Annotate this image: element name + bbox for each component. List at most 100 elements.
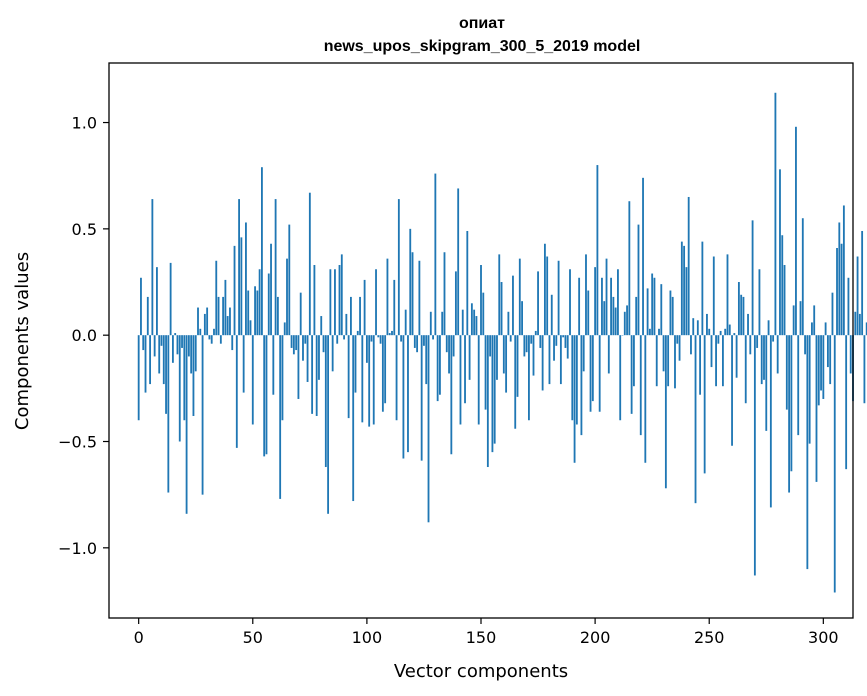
bar-88 <box>338 265 341 336</box>
bar-167 <box>518 258 521 336</box>
bar-63 <box>281 335 284 421</box>
bar-239 <box>683 245 686 336</box>
bar-171 <box>528 335 530 421</box>
bar-27 <box>199 328 202 336</box>
bar-211 <box>619 335 622 421</box>
y-tick-label: 1.0 <box>72 114 97 133</box>
bar-47 <box>245 222 247 336</box>
bar-300 <box>822 335 825 399</box>
bar-153 <box>486 335 489 468</box>
bar-100 <box>365 335 368 363</box>
bar-41 <box>231 335 234 351</box>
bar-185 <box>559 335 562 385</box>
bar-277 <box>769 335 772 508</box>
bar-168 <box>521 301 523 336</box>
bar-158 <box>498 254 501 336</box>
bar-35 <box>217 296 220 336</box>
bar-295 <box>811 322 813 336</box>
bar-163 <box>509 335 512 342</box>
bar-62 <box>279 335 282 499</box>
bar-190 <box>571 335 574 421</box>
bar-187 <box>564 335 567 348</box>
bar-214 <box>626 305 628 336</box>
bar-134 <box>443 252 446 336</box>
bar-72 <box>302 335 304 361</box>
bar-43 <box>235 335 238 448</box>
bar-169 <box>523 335 526 357</box>
y-axis-ticks: 1.0 0.5 0.0 −0.5 −1.0 <box>58 114 109 558</box>
bar-270 <box>753 335 756 576</box>
bar-296 <box>813 305 816 336</box>
bar-248 <box>703 335 706 474</box>
bar-298 <box>817 335 820 406</box>
bar-294 <box>808 335 811 444</box>
bar-245 <box>696 320 699 336</box>
bar-317 <box>861 230 864 336</box>
bar-117 <box>404 309 407 336</box>
bar-90 <box>343 335 345 340</box>
bar-198 <box>589 335 592 412</box>
bar-141 <box>459 335 462 425</box>
bar-228 <box>658 328 660 336</box>
bar-283 <box>783 265 786 336</box>
bar-166 <box>516 335 519 397</box>
bar-308 <box>840 243 843 336</box>
bar-186 <box>562 335 565 338</box>
x-tick-label: 300 <box>808 628 839 647</box>
bar-56 <box>265 335 268 455</box>
bar-265 <box>742 296 745 336</box>
bar-137 <box>450 335 453 455</box>
bar-23 <box>190 335 193 374</box>
bar-86 <box>334 269 336 336</box>
bar-91 <box>345 313 348 336</box>
bar-311 <box>847 277 850 336</box>
bar-157 <box>496 335 498 380</box>
plot-frame <box>108 62 854 619</box>
bar-161 <box>505 335 508 393</box>
bar-136 <box>448 335 450 374</box>
bar-48 <box>247 290 250 336</box>
bar-250 <box>708 328 711 336</box>
bar-271 <box>756 335 759 348</box>
bar-144 <box>466 230 469 336</box>
bar-223 <box>646 288 649 336</box>
bar-7 <box>153 335 156 357</box>
x-tick-label: 100 <box>352 628 383 647</box>
bar-146 <box>470 303 473 336</box>
bar-170 <box>525 335 528 353</box>
bar-52 <box>256 290 259 336</box>
bar-192 <box>575 335 578 425</box>
bar-309 <box>842 205 845 336</box>
bar-2 <box>142 335 145 351</box>
bar-299 <box>820 335 822 391</box>
bar-219 <box>637 224 640 336</box>
bar-18 <box>178 335 181 442</box>
bar-33 <box>213 328 215 336</box>
bar-53 <box>258 269 261 336</box>
y-tick-label: −0.5 <box>58 433 97 452</box>
bar-218 <box>635 296 638 336</box>
bar-50 <box>251 335 254 425</box>
bar-10 <box>160 335 163 346</box>
bar-55 <box>263 335 266 457</box>
bar-122 <box>416 335 419 353</box>
bar-297 <box>815 335 818 482</box>
bar-318 <box>863 335 866 404</box>
bar-194 <box>580 335 583 436</box>
bar-237 <box>678 335 681 361</box>
bar-217 <box>633 335 635 387</box>
bar-173 <box>532 335 535 376</box>
bar-97 <box>359 296 361 336</box>
bar-200 <box>594 267 597 336</box>
bar-132 <box>439 335 441 395</box>
bar-155 <box>491 335 494 453</box>
bar-21 <box>185 335 188 514</box>
bar-12 <box>165 335 167 414</box>
bar-234 <box>671 296 674 336</box>
bar-119 <box>409 228 412 336</box>
bar-79 <box>318 335 320 380</box>
bar-44 <box>238 199 240 336</box>
bar-78 <box>315 335 318 416</box>
bar-98 <box>361 335 364 423</box>
bar-232 <box>667 335 670 387</box>
